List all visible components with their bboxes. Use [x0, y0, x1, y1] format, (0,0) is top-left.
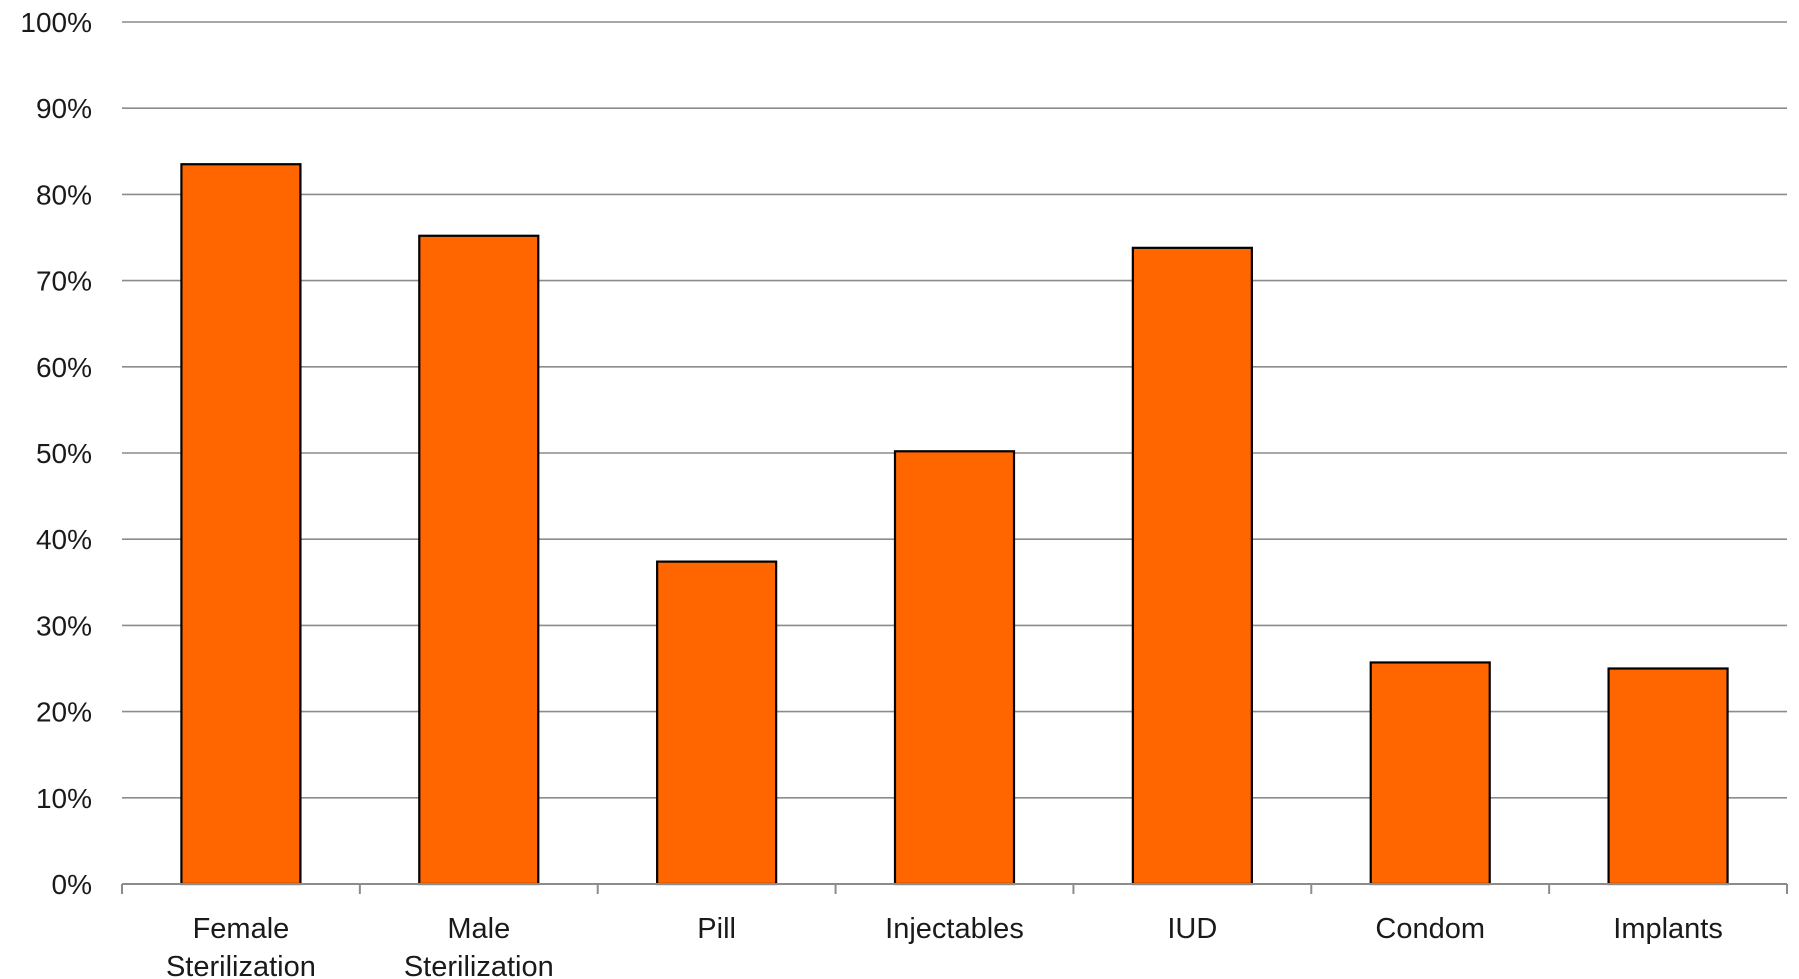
- bar: [180, 163, 302, 886]
- bar: [1607, 667, 1729, 886]
- x-tick-label: Female: [193, 913, 290, 945]
- y-tick-label: 50%: [36, 438, 92, 469]
- x-axis: [121, 883, 1788, 894]
- y-tick-label: 90%: [36, 93, 92, 124]
- bar: [656, 560, 778, 886]
- bar: [418, 234, 540, 886]
- y-tick-label: 20%: [36, 697, 92, 728]
- y-tick-label: 40%: [36, 524, 92, 555]
- y-tick-labels: 0% 10% 20% 30% 40% 50% 60% 70% 80% 90% 100%: [20, 7, 92, 900]
- y-tick-label: 100%: [20, 7, 92, 38]
- x-tick-label: Sterilization: [166, 951, 316, 979]
- x-tick-label: Condom: [1375, 913, 1485, 945]
- y-tick-label: 10%: [36, 783, 92, 814]
- x-tick-label: IUD: [1167, 913, 1217, 945]
- y-tick-label: 70%: [36, 266, 92, 297]
- x-tick-labels: Female Sterilization Male Sterilization Pill…: [166, 913, 1723, 979]
- y-tick-label: 30%: [36, 610, 92, 641]
- x-tick-label: Implants: [1613, 913, 1723, 945]
- y-tick-label: 60%: [36, 352, 92, 383]
- y-tick-label: 80%: [36, 179, 92, 210]
- bar: [893, 450, 1016, 886]
- bar: [1369, 661, 1491, 886]
- x-tick-label: Sterilization: [404, 951, 554, 979]
- x-tick-label: Injectables: [885, 913, 1024, 945]
- bars: [180, 163, 1729, 886]
- x-tick-label: Pill: [697, 913, 736, 945]
- bar: [1131, 246, 1253, 886]
- x-tick-label: Male: [447, 913, 510, 945]
- y-tick-label: 0%: [52, 869, 92, 900]
